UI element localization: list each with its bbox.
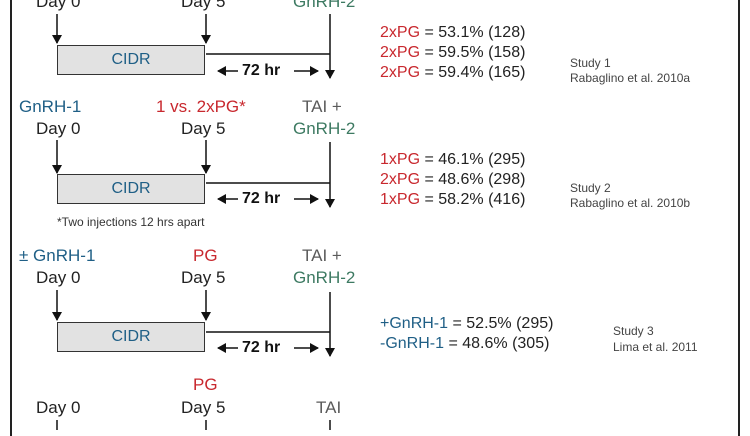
result-label: +GnRH-1 <box>380 315 449 332</box>
study2-name: Study 2 <box>570 181 611 195</box>
result-value: = 59.5% (158) <box>424 44 526 61</box>
study1-gnrh2-label: GnRH-2 <box>293 0 356 11</box>
study1-name: Study 1 <box>570 56 611 70</box>
study4-day0-label: Day 0 <box>36 398 81 417</box>
study3-day0-label: Day 0 <box>36 268 81 287</box>
study1-result-2: 2xPG = 59.5% (158) <box>380 45 525 61</box>
study3-72hr-label: 72 hr <box>240 339 283 356</box>
result-value: = 52.5% (295) <box>452 315 554 332</box>
study2-cidr-bar: CIDR <box>57 174 205 204</box>
study1-result-3: 2xPG = 59.4% (165) <box>380 65 525 81</box>
result-label: 2xPG <box>380 64 421 81</box>
result-label: 1xPG <box>380 151 421 168</box>
study2-footnote: *Two injections 12 hrs apart <box>57 215 205 229</box>
study2-pg-label: 1 vs. 2xPG* <box>156 97 246 116</box>
study1-result-1: 2xPG = 53.1% (128) <box>380 25 525 41</box>
figure-frame <box>10 0 740 436</box>
study4-day5-label: Day 5 <box>181 398 226 417</box>
study1-cidr-bar: CIDR <box>57 45 205 75</box>
study3-gnrh1-label: ± GnRH-1 <box>19 246 96 265</box>
result-label: 2xPG <box>380 44 421 61</box>
study3-cidr-bar: CIDR <box>57 322 205 352</box>
study1-citation: Rabaglino et al. 2010a <box>570 71 691 85</box>
study2-result-3: 1xPG = 58.2% (416) <box>380 192 525 208</box>
result-value: = 58.2% (416) <box>424 191 526 208</box>
study3-day5-label: Day 5 <box>181 268 226 287</box>
result-value: = 46.1% (295) <box>424 151 526 168</box>
result-value: = 48.6% (305) <box>448 335 550 352</box>
study3-pg-label: PG <box>193 246 218 265</box>
study2-day0-label: Day 0 <box>36 119 81 138</box>
study3-result-1: +GnRH-1 = 52.5% (295) <box>380 316 553 332</box>
study2-result-1: 1xPG = 46.1% (295) <box>380 152 525 168</box>
study2-gnrh2-label: GnRH-2 <box>293 119 356 138</box>
study3-tai-label: TAI + <box>302 246 342 265</box>
study3-gnrh2-label: GnRH-2 <box>293 268 356 287</box>
result-label: 2xPG <box>380 24 421 41</box>
study2-tai-label: TAI + <box>302 97 342 116</box>
study2-citation: Rabaglino et al. 2010b <box>570 196 691 210</box>
study1-day5-label: Day 5 <box>181 0 226 11</box>
study2-72hr-label: 72 hr <box>240 190 283 207</box>
result-value: = 53.1% (128) <box>424 24 526 41</box>
study2-gnrh1-label: GnRH-1 <box>19 97 82 116</box>
result-label: -GnRH-1 <box>380 335 445 352</box>
study4-pg-label: PG <box>193 375 218 394</box>
study1-day0-label: Day 0 <box>36 0 81 11</box>
result-label: 1xPG <box>380 191 421 208</box>
study2-result-2: 2xPG = 48.6% (298) <box>380 172 525 188</box>
study3-citation: Lima et al. 2011 <box>613 340 698 354</box>
study1-72hr-label: 72 hr <box>240 62 283 79</box>
result-value: = 48.6% (298) <box>424 171 526 188</box>
study4-tai-label: TAI <box>316 398 342 417</box>
study2-day5-label: Day 5 <box>181 119 226 138</box>
result-value: = 59.4% (165) <box>424 64 526 81</box>
study3-name: Study 3 <box>613 324 654 338</box>
study3-result-2: -GnRH-1 = 48.6% (305) <box>380 336 549 352</box>
result-label: 2xPG <box>380 171 421 188</box>
